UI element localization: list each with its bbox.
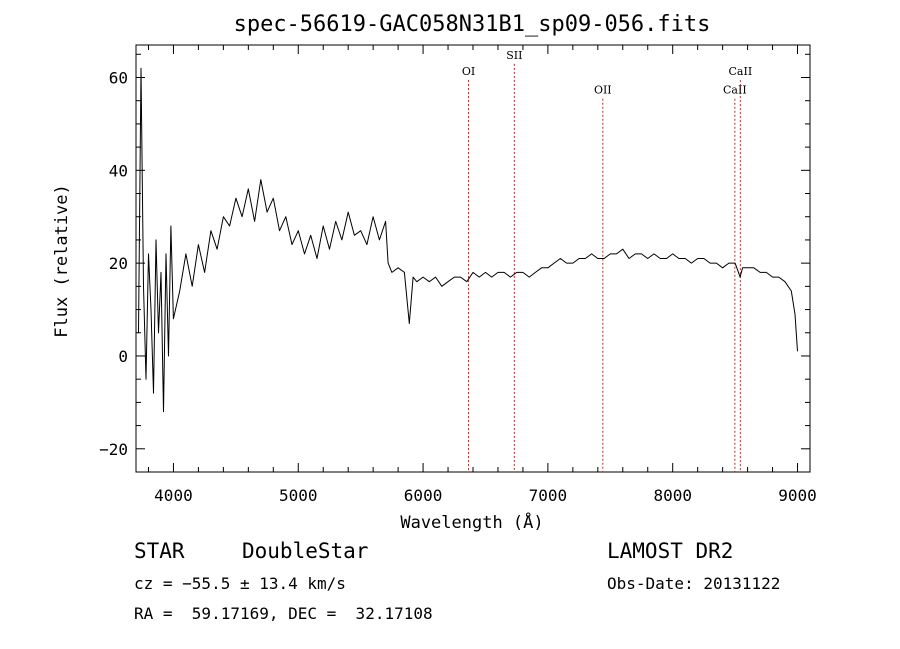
y-axis: −20 0 20 40 60 xyxy=(99,53,810,473)
spectrum-series xyxy=(138,67,798,413)
y-tick-label: 60 xyxy=(109,68,128,87)
chart-title: spec-56619-GAC058N31B1_sp09-056.fits xyxy=(234,12,711,37)
x-tick-label: 6000 xyxy=(404,486,443,505)
x-tick-label: 8000 xyxy=(653,486,692,505)
obs-date-text: Obs-Date: 20131122 xyxy=(607,574,780,593)
y-tick-label: 0 xyxy=(118,347,128,366)
annotation-label: CaII xyxy=(723,84,747,97)
x-tick-label: 9000 xyxy=(778,486,817,505)
y-tick-label: −20 xyxy=(99,440,128,459)
x-tick-label: 5000 xyxy=(279,486,318,505)
redshift-text: cz = −55.5 ± 13.4 km/s xyxy=(134,574,346,593)
x-axis-label: Wavelength (Å) xyxy=(400,511,543,533)
survey-name: LAMOST DR2 xyxy=(607,539,733,563)
coordinates-text: RA = 59.17169, DEC = 32.17108 xyxy=(134,604,433,623)
x-tick-label: 4000 xyxy=(154,486,193,505)
line-annotations: OI SII OII CaII CaII xyxy=(462,49,752,472)
annotation-label: OI xyxy=(462,65,475,78)
object-subclass: DoubleStar xyxy=(242,539,368,563)
y-tick-label: 20 xyxy=(109,254,128,273)
y-tick-label: 40 xyxy=(109,161,128,180)
annotation-label: OII xyxy=(594,84,612,97)
annotation-label: CaII xyxy=(729,65,753,78)
x-axis: 4000 5000 6000 7000 8000 9000 xyxy=(147,45,817,505)
spectrum-line xyxy=(138,67,798,413)
object-class: STAR xyxy=(134,539,185,563)
plot-frame xyxy=(135,44,811,473)
y-axis-label: Flux (relative) xyxy=(52,184,72,338)
x-tick-label: 7000 xyxy=(529,486,568,505)
annotation-label: SII xyxy=(506,49,522,62)
